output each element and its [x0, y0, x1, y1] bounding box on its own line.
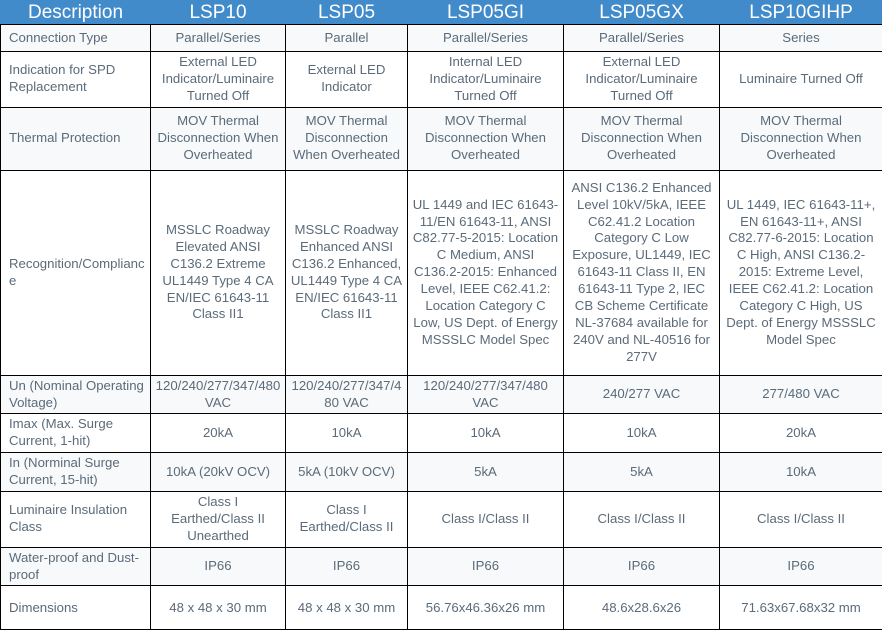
table-cell: 10kA: [408, 414, 564, 453]
table-cell: Parallel/Series: [564, 25, 720, 52]
column-header-description: Description: [1, 1, 151, 25]
table-cell: Class I Earthed/Class II: [286, 492, 408, 548]
table-row: Un (Nominal Operating Voltage) 120/240/2…: [1, 375, 882, 414]
table-cell: Parallel: [286, 25, 408, 52]
table-cell: 56.76x46.36x26 mm: [408, 586, 564, 630]
table-row: Recognition/Compliance MSSLC Roadway Ele…: [1, 170, 882, 375]
header-row: Description LSP10 LSP05 LSP05GI LSP05GX …: [1, 1, 882, 25]
table-cell: MOV Thermal Disconnection When Overheate…: [151, 107, 286, 170]
column-header-lsp05gx: LSP05GX: [564, 1, 720, 25]
row-label: Luminaire Insulation Class: [1, 492, 151, 548]
table-cell: MOV Thermal Disconnection When Overheate…: [286, 107, 408, 170]
table-cell: Class I/Class II: [720, 492, 882, 548]
table-cell: IP66: [720, 547, 882, 586]
table-cell: 71.63x67.68x32 mm: [720, 586, 882, 630]
table-cell: 10kA: [564, 414, 720, 453]
column-header-lsp10gihp: LSP10GIHP: [720, 1, 882, 25]
row-label: Thermal Protection: [1, 107, 151, 170]
table-cell: External LED Indicator/Luminaire Turned …: [151, 52, 286, 108]
table-row: Indication for SPD Replacement External …: [1, 52, 882, 108]
table-cell: MSSLC Roadway Enhanced ANSI C136.2 Enhan…: [286, 170, 408, 375]
table-cell: IP66: [286, 547, 408, 586]
table-cell: Class I Earthed/Class II Unearthed: [151, 492, 286, 548]
table-cell: IP66: [564, 547, 720, 586]
table-row: Luminaire Insulation Class Class I Earth…: [1, 492, 882, 548]
row-label: Un (Nominal Operating Voltage): [1, 375, 151, 414]
table-cell: 48 x 48 x 30 mm: [286, 586, 408, 630]
table-cell: 120/240/277/347/480 VAC: [286, 375, 408, 414]
table-cell: 120/240/277/347/480 VAC: [151, 375, 286, 414]
table-body: Connection Type Parallel/Series Parallel…: [1, 25, 882, 630]
table-row: Water-proof and Dust-proof IP66 IP66 IP6…: [1, 547, 882, 586]
table-cell: 10kA (20kV OCV): [151, 453, 286, 492]
table-cell: Class I/Class II: [408, 492, 564, 548]
row-label: Indication for SPD Replacement: [1, 52, 151, 108]
table-cell: 10kA: [720, 453, 882, 492]
table-cell: Internal LED Indicator/Luminaire Turned …: [408, 52, 564, 108]
table-cell: MOV Thermal Disconnection When Overheate…: [408, 107, 564, 170]
table-cell: 48.6x28.6x26: [564, 586, 720, 630]
table-cell: ANSI C136.2 Enhanced Level 10kV/5kA, IEE…: [564, 170, 720, 375]
row-label: Imax (Max. Surge Current, 1-hit): [1, 414, 151, 453]
table-row: Connection Type Parallel/Series Parallel…: [1, 25, 882, 52]
table-cell: IP66: [408, 547, 564, 586]
row-label: Connection Type: [1, 25, 151, 52]
row-label: Dimensions: [1, 586, 151, 630]
table-cell: Series: [720, 25, 882, 52]
table-cell: IP66: [151, 547, 286, 586]
table-cell: MOV Thermal Disconnection When Overheate…: [720, 107, 882, 170]
table-cell: External LED Indicator: [286, 52, 408, 108]
row-label: Water-proof and Dust-proof: [1, 547, 151, 586]
table-cell: 48 x 48 x 30 mm: [151, 586, 286, 630]
table-cell: 277/480 VAC: [720, 375, 882, 414]
table-cell: 5kA: [408, 453, 564, 492]
column-header-lsp05: LSP05: [286, 1, 408, 25]
table-cell: Parallel/Series: [151, 25, 286, 52]
table-cell: MOV Thermal Disconnection When Overheate…: [564, 107, 720, 170]
table-cell: Class I/Class II: [564, 492, 720, 548]
table-cell: 5kA (10kV OCV): [286, 453, 408, 492]
table-cell: 5kA: [564, 453, 720, 492]
table-cell: UL 1449, IEC 61643-11+, EN 61643-11+, AN…: [720, 170, 882, 375]
table-cell: 10kA: [286, 414, 408, 453]
row-label: In (Norminal Surge Current, 15-hit): [1, 453, 151, 492]
table-cell: Luminaire Turned Off: [720, 52, 882, 108]
row-label: Recognition/Compliance: [1, 170, 151, 375]
table-row: Imax (Max. Surge Current, 1-hit) 20kA 10…: [1, 414, 882, 453]
table-cell: Parallel/Series: [408, 25, 564, 52]
column-header-lsp10: LSP10: [151, 1, 286, 25]
table-cell: UL 1449 and IEC 61643-11/EN 61643-11, AN…: [408, 170, 564, 375]
table-row: Thermal Protection MOV Thermal Disconnec…: [1, 107, 882, 170]
table-cell: External LED Indicator/Luminaire Turned …: [564, 52, 720, 108]
table-cell: 20kA: [720, 414, 882, 453]
table-row: Dimensions 48 x 48 x 30 mm 48 x 48 x 30 …: [1, 586, 882, 630]
table-cell: 20kA: [151, 414, 286, 453]
table-row: In (Norminal Surge Current, 15-hit) 10kA…: [1, 453, 882, 492]
table-cell: 240/277 VAC: [564, 375, 720, 414]
column-header-lsp05gi: LSP05GI: [408, 1, 564, 25]
table-header: Description LSP10 LSP05 LSP05GI LSP05GX …: [1, 1, 882, 25]
table-cell: MSSLC Roadway Elevated ANSI C136.2 Extre…: [151, 170, 286, 375]
table-cell: 120/240/277/347/480 VAC: [408, 375, 564, 414]
